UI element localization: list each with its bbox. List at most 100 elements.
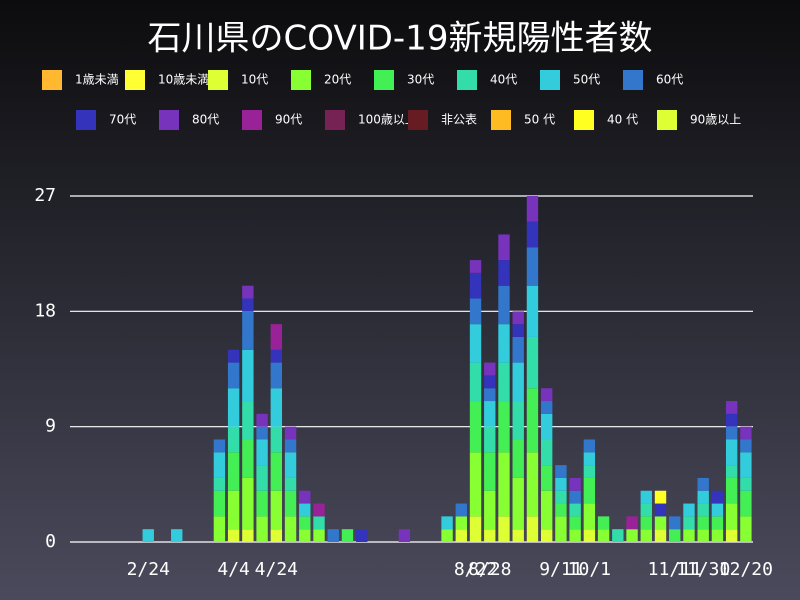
bar-segment (569, 516, 581, 530)
legend-label: 50 代 (524, 113, 555, 127)
bar-segment (398, 529, 411, 542)
bar-segment (284, 439, 297, 453)
bar-segment (270, 349, 283, 363)
bar-segment (555, 503, 567, 517)
bar-segment (469, 362, 482, 402)
bar-segment (640, 490, 652, 504)
bar-segment (711, 516, 724, 530)
bar-segment (512, 336, 524, 363)
bar-segment (441, 529, 453, 542)
x-tick-label: 11/11 (648, 559, 702, 580)
bar-segment (654, 529, 667, 542)
bar-segment (270, 324, 283, 350)
legend-label: 80代 (192, 113, 219, 127)
bar-segment (569, 477, 581, 491)
bar-segment (213, 477, 226, 491)
bar-segment (270, 529, 283, 542)
bar-segment (725, 503, 738, 530)
legend-swatch (491, 110, 511, 130)
bar-segment (313, 503, 325, 517)
x-tick-label: 8/28 (468, 559, 511, 580)
bar-segment (640, 529, 652, 542)
bar-segment (227, 362, 240, 389)
bar-segment (512, 439, 524, 478)
bar-segment (256, 413, 268, 427)
bar-segment (512, 477, 524, 530)
legend-label: 40 代 (607, 113, 638, 127)
bar-segment (725, 401, 738, 414)
bar-segment (341, 529, 354, 542)
legend-swatch (623, 70, 643, 90)
bar-segment (669, 516, 681, 530)
legend-label: 1歳未満 (75, 73, 119, 87)
bar-segment (683, 503, 695, 517)
bar-segment (697, 516, 709, 530)
bar-segment (284, 490, 297, 517)
bar-segment (597, 529, 610, 542)
bar-segment (284, 477, 297, 491)
y-tick-label: 18 (34, 300, 56, 321)
bar-segment (540, 439, 553, 466)
bar-segment (242, 349, 254, 402)
bar-segment (469, 401, 482, 453)
legend-swatch (657, 110, 677, 130)
bar-segment (455, 516, 467, 530)
bar-segment (256, 426, 268, 440)
x-tick-label: 9/11 (539, 559, 582, 580)
legend-label: 100歳以上 (358, 113, 417, 127)
bar-segment (526, 516, 539, 542)
bar-segment (484, 362, 496, 376)
bar-segment (583, 439, 596, 453)
bar-segment (526, 196, 539, 222)
bar-segment (213, 516, 226, 542)
x-tick-label: 8/22 (454, 559, 497, 580)
bar-segment (512, 311, 524, 325)
bar-segment (242, 298, 254, 312)
bar-segment (299, 529, 311, 542)
bar-segment (327, 529, 339, 542)
bar-segment (583, 452, 596, 466)
bar-segment (256, 439, 268, 466)
bar-segment (484, 529, 496, 542)
bar-segment (498, 516, 510, 542)
bar-segment (626, 516, 638, 530)
legend-swatch (125, 70, 145, 90)
bar-segment (498, 452, 510, 517)
bar-segment (484, 426, 496, 453)
bar-segment (498, 324, 510, 363)
bar-segment (270, 452, 283, 491)
bar-segment (498, 234, 510, 261)
bar-segment (171, 529, 183, 542)
legend-swatch (42, 70, 62, 90)
bar-segment (299, 516, 311, 530)
bar-segment (640, 516, 652, 530)
bar-segment (654, 516, 667, 530)
legend-swatch (208, 70, 228, 90)
legend-swatch (325, 110, 345, 130)
bar-segment (213, 439, 226, 453)
bar-segment (540, 401, 553, 414)
bar-segment (569, 490, 581, 504)
bar-segment (227, 452, 240, 491)
bar-segment (697, 477, 709, 491)
y-tick-label: 9 (45, 416, 56, 437)
bar-segment (213, 452, 226, 478)
bar-segment (697, 503, 709, 517)
legend-swatch (76, 110, 96, 130)
bar-segment (256, 490, 268, 517)
bar-segment (654, 503, 667, 517)
bar-segment (484, 452, 496, 491)
bar-segment (213, 490, 226, 517)
bar-segment (526, 452, 539, 517)
bar-segment (313, 529, 325, 542)
bar-segment (512, 324, 524, 337)
legend-swatch (291, 70, 311, 90)
bar-segment (356, 529, 368, 542)
legend-label: 20代 (324, 73, 351, 87)
bar-segment (540, 465, 553, 491)
bar-segment (455, 503, 467, 517)
legend-swatch (408, 110, 428, 130)
bar-segment (540, 529, 553, 542)
bar-segment (227, 426, 240, 453)
